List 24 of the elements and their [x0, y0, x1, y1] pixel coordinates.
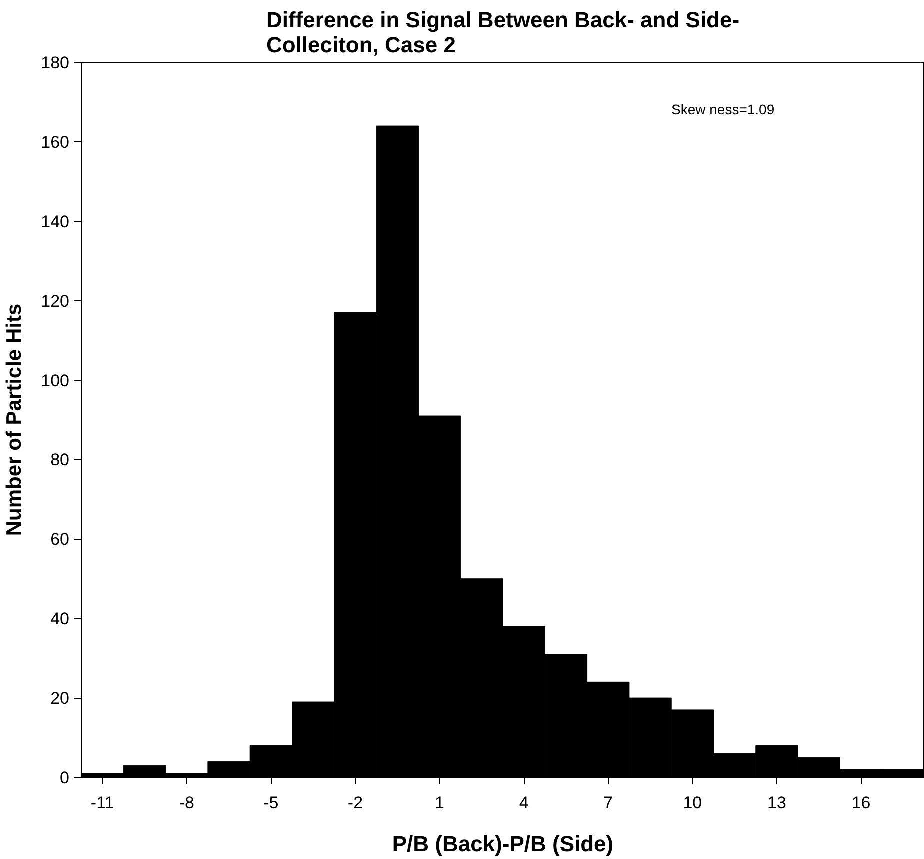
- x-tick-label: -11: [90, 794, 114, 812]
- x-tick-label: 7: [604, 794, 614, 812]
- y-tick-label: 160: [41, 132, 70, 152]
- x-axis-title: P/B (Back)-P/B (Side): [392, 832, 614, 856]
- x-tick-label: 10: [683, 794, 702, 812]
- y-tick-label: 20: [50, 689, 70, 708]
- y-axis-title: Number of Particle Hits: [3, 304, 26, 536]
- y-tick-label: 120: [41, 292, 70, 311]
- y-tick-label: 140: [41, 212, 70, 232]
- x-tick-label: -8: [179, 794, 194, 812]
- x-tick-label: -2: [348, 794, 364, 812]
- y-tick-label: 0: [60, 768, 70, 788]
- x-tick-label: 16: [852, 794, 871, 812]
- chart-title: Difference in Signal Between Back- and Side-Colleciton, Case 2: [266, 8, 740, 58]
- y-tick-label: 40: [50, 610, 70, 629]
- x-tick-label: 4: [519, 794, 529, 812]
- y-tick-label: 180: [41, 54, 70, 72]
- x-tick-label: 1: [435, 794, 445, 812]
- annotation: Skew ness=1.09: [672, 102, 775, 118]
- y-tick-label: 60: [50, 530, 70, 550]
- x-tick-label: 13: [768, 794, 786, 812]
- x-tick-label: -5: [264, 794, 279, 812]
- y-tick-label: 100: [41, 371, 70, 390]
- y-tick-label: 80: [50, 450, 70, 470]
